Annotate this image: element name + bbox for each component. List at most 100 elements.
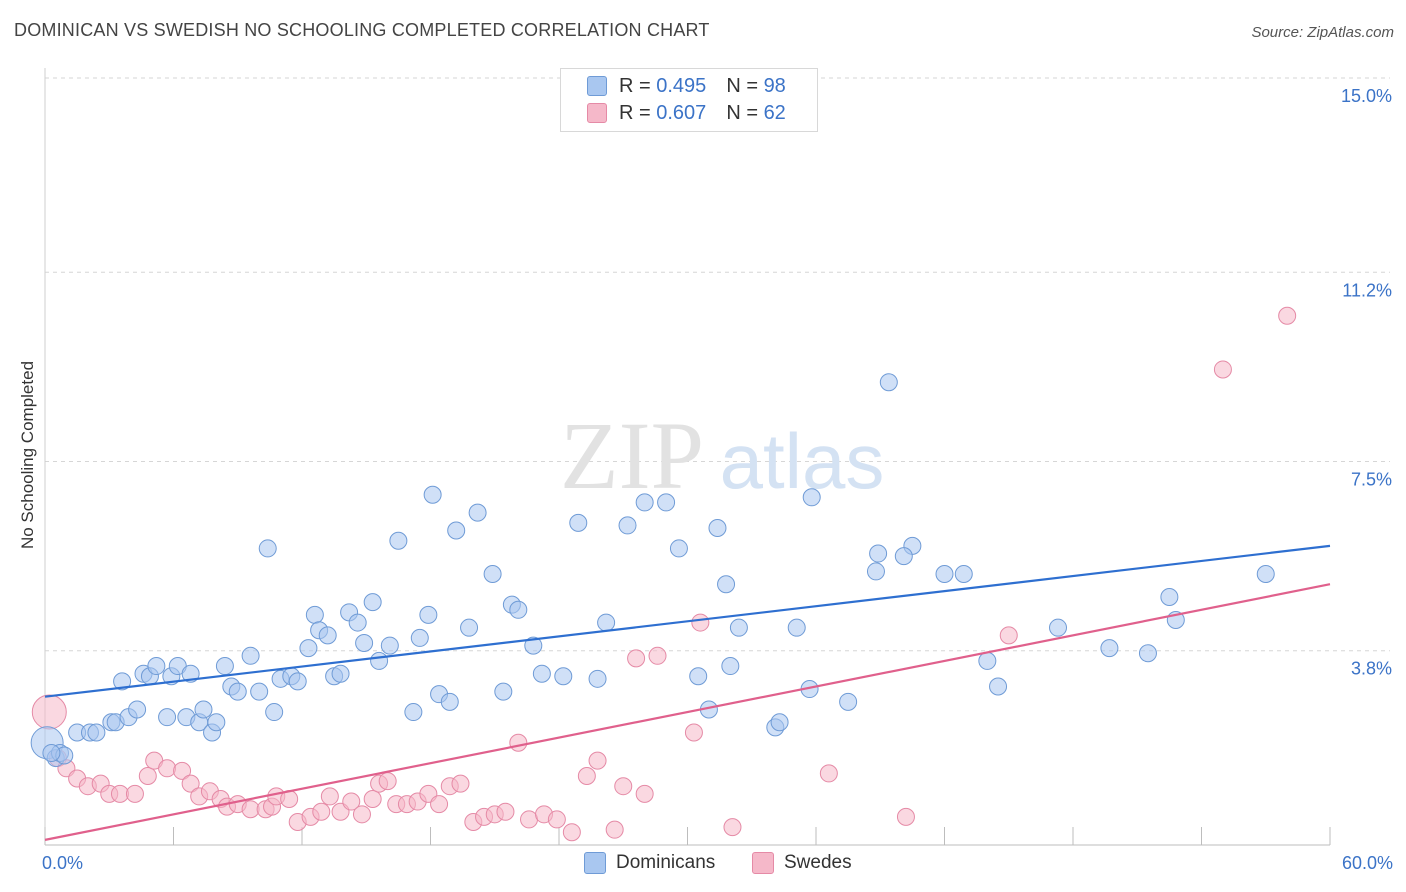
swedes-point: [562, 823, 581, 842]
swedes-point: [577, 766, 596, 785]
dominicans-point: [331, 664, 350, 683]
dominicans-point: [305, 605, 324, 624]
dominicans-point: [802, 488, 821, 507]
swedes-point: [509, 733, 528, 752]
legend-swatch-blue: [584, 852, 606, 874]
dominicans-point: [618, 516, 637, 535]
dominicans-point: [181, 664, 200, 683]
legend-label-swedes: Swedes: [784, 852, 852, 873]
dominicans-point: [158, 708, 177, 727]
legend-label-dominicans: Dominicans: [616, 852, 716, 873]
dominicans-point: [894, 547, 913, 566]
dominicans-point: [597, 613, 616, 632]
chart-title: DOMINICAN VS SWEDISH NO SCHOOLING COMPLE…: [14, 20, 710, 40]
swedes-point: [605, 820, 624, 839]
swedes-point: [627, 649, 646, 668]
swedes-trend-line: [44, 583, 1331, 841]
source-credit: Source: ZipAtlas.com: [1251, 24, 1394, 41]
swedes-point: [1213, 360, 1232, 379]
dominicans-point: [265, 703, 284, 722]
series-legend: Dominicans Swedes: [0, 852, 1406, 878]
swedes-points: [31, 306, 1297, 842]
dominicans-point: [1049, 618, 1068, 637]
dominicans-point: [483, 564, 502, 583]
dominicans-point: [669, 539, 688, 558]
dominicans-point: [447, 521, 466, 540]
dominicans-point: [440, 692, 459, 711]
swedes-point: [999, 626, 1018, 645]
legend-row-swedes: R = 0.607 N = 62: [587, 100, 786, 126]
y-axis-label: No Schooling Completed: [18, 360, 37, 550]
dominicans-point: [460, 618, 479, 637]
swedes-point: [723, 818, 742, 837]
dominicans-point: [299, 639, 318, 658]
swedes-point: [430, 795, 449, 814]
dominicans-point: [288, 672, 307, 691]
dominicans-point: [419, 605, 438, 624]
dominicans-point: [770, 713, 789, 732]
legend-n-label: N =: [726, 101, 764, 124]
dominicans-point: [657, 493, 676, 512]
legend-n-value: 62: [763, 101, 786, 124]
swedes-point: [635, 784, 654, 803]
swedes-point: [819, 764, 838, 783]
dominicans-point: [935, 564, 954, 583]
watermark-zip: ZIP: [560, 402, 704, 509]
legend-r-label: R =: [619, 74, 657, 97]
swedes-point: [588, 751, 607, 770]
dominicans-point: [250, 682, 269, 701]
dominicans-point: [708, 518, 727, 537]
swedes-point: [896, 807, 915, 826]
dominicans-point: [1256, 564, 1275, 583]
swedes-point: [352, 805, 371, 824]
swedes-point: [614, 777, 633, 796]
dominicans-points: [30, 373, 1275, 768]
dominicans-point: [879, 373, 898, 392]
dominicans-point: [532, 664, 551, 683]
swedes-point: [547, 810, 566, 829]
swedes-point: [31, 694, 67, 730]
tick-labels: 3.8% 7.5% 11.2% 15.0% 0.0% 60.0%: [42, 86, 1393, 873]
legend-n-value: 98: [763, 74, 786, 97]
dominicans-point: [569, 513, 588, 532]
dominicans-point: [978, 651, 997, 670]
dominicans-point: [839, 692, 858, 711]
grid-lines: [45, 77, 1390, 652]
dominicans-point: [588, 669, 607, 688]
legend-r-value: 0.495: [656, 74, 707, 97]
swedes-point: [312, 802, 331, 821]
swedes-point: [181, 774, 200, 793]
legend-r-value: 0.607: [656, 101, 707, 124]
swedes-point: [684, 723, 703, 742]
swedes-point: [125, 784, 144, 803]
y-tick-label: 7.5%: [1351, 470, 1392, 490]
legend-row-dominicans: R = 0.495 N = 98: [587, 73, 786, 99]
swedes-point: [378, 772, 397, 791]
swedes-point: [691, 613, 710, 632]
watermark: ZIP atlas: [560, 402, 884, 509]
swedes-point: [342, 792, 361, 811]
dominicans-point: [524, 636, 543, 655]
swedes-point: [363, 789, 382, 808]
dominicans-point: [370, 651, 389, 670]
dominicans-point: [241, 646, 260, 665]
dominicans-point: [258, 539, 277, 558]
swedes-point: [451, 774, 470, 793]
dominicans-point: [869, 544, 888, 563]
legend-n-label: N =: [726, 74, 764, 97]
swedes-point: [1278, 306, 1297, 325]
dominicans-point: [866, 562, 885, 581]
dominicans-point: [113, 672, 132, 691]
dominicans-point: [42, 743, 61, 762]
legend-item-dominicans: Dominicans: [584, 852, 715, 874]
dominicans-point: [509, 600, 528, 619]
dominicans-point: [468, 503, 487, 522]
dominicans-trend-line: [44, 544, 1331, 698]
dominicans-point: [635, 493, 654, 512]
dominicans-point: [729, 618, 748, 637]
y-tick-label: 15.0%: [1341, 86, 1392, 106]
dominicans-point: [423, 485, 442, 504]
dominicans-point: [717, 575, 736, 594]
swedes-point: [241, 800, 260, 819]
